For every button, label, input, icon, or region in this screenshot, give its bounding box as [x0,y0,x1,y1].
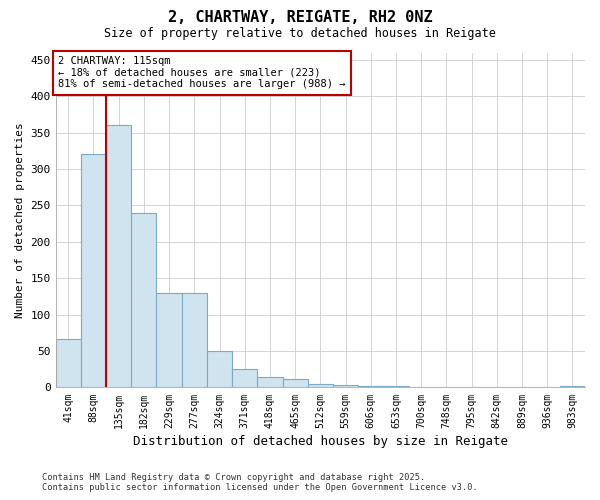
Bar [560,386,585,388]
Bar [106,126,131,388]
Text: Contains HM Land Registry data © Crown copyright and database right 2025.
Contai: Contains HM Land Registry data © Crown c… [42,473,478,492]
Bar [308,384,333,388]
Text: Size of property relative to detached houses in Reigate: Size of property relative to detached ho… [104,28,496,40]
Bar [232,369,257,388]
Bar [459,386,484,388]
Bar [509,386,535,388]
X-axis label: Distribution of detached houses by size in Reigate: Distribution of detached houses by size … [133,434,508,448]
Bar [257,376,283,388]
Bar [383,386,409,388]
Text: 2 CHARTWAY: 115sqm
← 18% of detached houses are smaller (223)
81% of semi-detach: 2 CHARTWAY: 115sqm ← 18% of detached hou… [58,56,346,90]
Bar [358,386,383,388]
Bar [484,386,509,388]
Bar [535,386,560,388]
Bar [182,293,207,388]
Y-axis label: Number of detached properties: Number of detached properties [15,122,25,318]
Bar [207,351,232,388]
Bar [409,386,434,388]
Bar [333,386,358,388]
Bar [81,154,106,388]
Bar [131,212,157,388]
Bar [157,293,182,388]
Text: 2, CHARTWAY, REIGATE, RH2 0NZ: 2, CHARTWAY, REIGATE, RH2 0NZ [167,10,433,25]
Bar [434,386,459,388]
Bar [56,338,81,388]
Bar [283,378,308,388]
